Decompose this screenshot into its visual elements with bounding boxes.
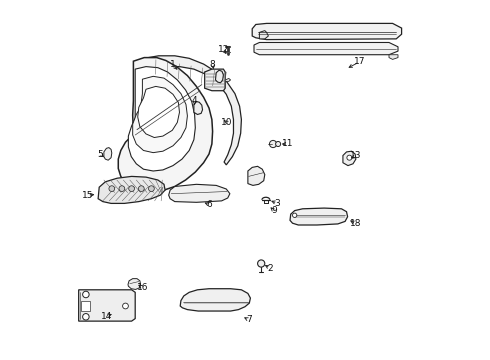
Text: 13: 13	[350, 151, 362, 160]
Polygon shape	[259, 31, 269, 39]
Circle shape	[148, 186, 154, 192]
Polygon shape	[144, 56, 242, 165]
Polygon shape	[248, 166, 265, 185]
Polygon shape	[216, 70, 223, 83]
Circle shape	[129, 186, 134, 192]
Polygon shape	[252, 23, 402, 40]
Polygon shape	[118, 58, 213, 192]
Circle shape	[119, 186, 125, 192]
Circle shape	[347, 155, 352, 160]
Text: 1: 1	[170, 60, 176, 69]
Text: 8: 8	[210, 60, 216, 69]
Polygon shape	[128, 67, 196, 171]
Polygon shape	[254, 42, 398, 55]
Polygon shape	[104, 148, 112, 160]
Polygon shape	[79, 290, 135, 321]
Text: 4: 4	[192, 96, 197, 105]
Text: 17: 17	[354, 57, 365, 66]
Polygon shape	[169, 184, 230, 202]
Text: 7: 7	[245, 315, 251, 324]
Text: 6: 6	[206, 200, 212, 209]
Polygon shape	[133, 76, 187, 153]
Text: 16: 16	[137, 283, 148, 292]
Polygon shape	[290, 208, 347, 225]
Circle shape	[275, 141, 281, 147]
Circle shape	[122, 303, 128, 309]
Text: 2: 2	[268, 264, 273, 273]
Text: 10: 10	[221, 118, 233, 127]
Polygon shape	[225, 78, 231, 81]
Circle shape	[270, 140, 277, 148]
Text: 12: 12	[218, 45, 229, 54]
Polygon shape	[194, 102, 202, 114]
Text: 18: 18	[350, 219, 362, 228]
Polygon shape	[128, 279, 141, 289]
Text: 5: 5	[98, 150, 103, 158]
Circle shape	[293, 213, 297, 217]
Circle shape	[139, 186, 144, 192]
Text: 9: 9	[271, 206, 277, 215]
Circle shape	[83, 314, 89, 320]
Polygon shape	[343, 151, 356, 166]
Text: 3: 3	[274, 199, 280, 208]
Text: 14: 14	[101, 311, 112, 320]
Circle shape	[83, 291, 89, 298]
Text: 11: 11	[282, 139, 294, 148]
Text: 15: 15	[81, 191, 93, 199]
Polygon shape	[389, 55, 398, 59]
Circle shape	[258, 260, 265, 267]
Polygon shape	[98, 176, 165, 203]
Bar	[81, 301, 90, 311]
Polygon shape	[180, 289, 250, 311]
Circle shape	[109, 186, 115, 192]
Polygon shape	[205, 69, 225, 91]
Polygon shape	[138, 86, 179, 138]
